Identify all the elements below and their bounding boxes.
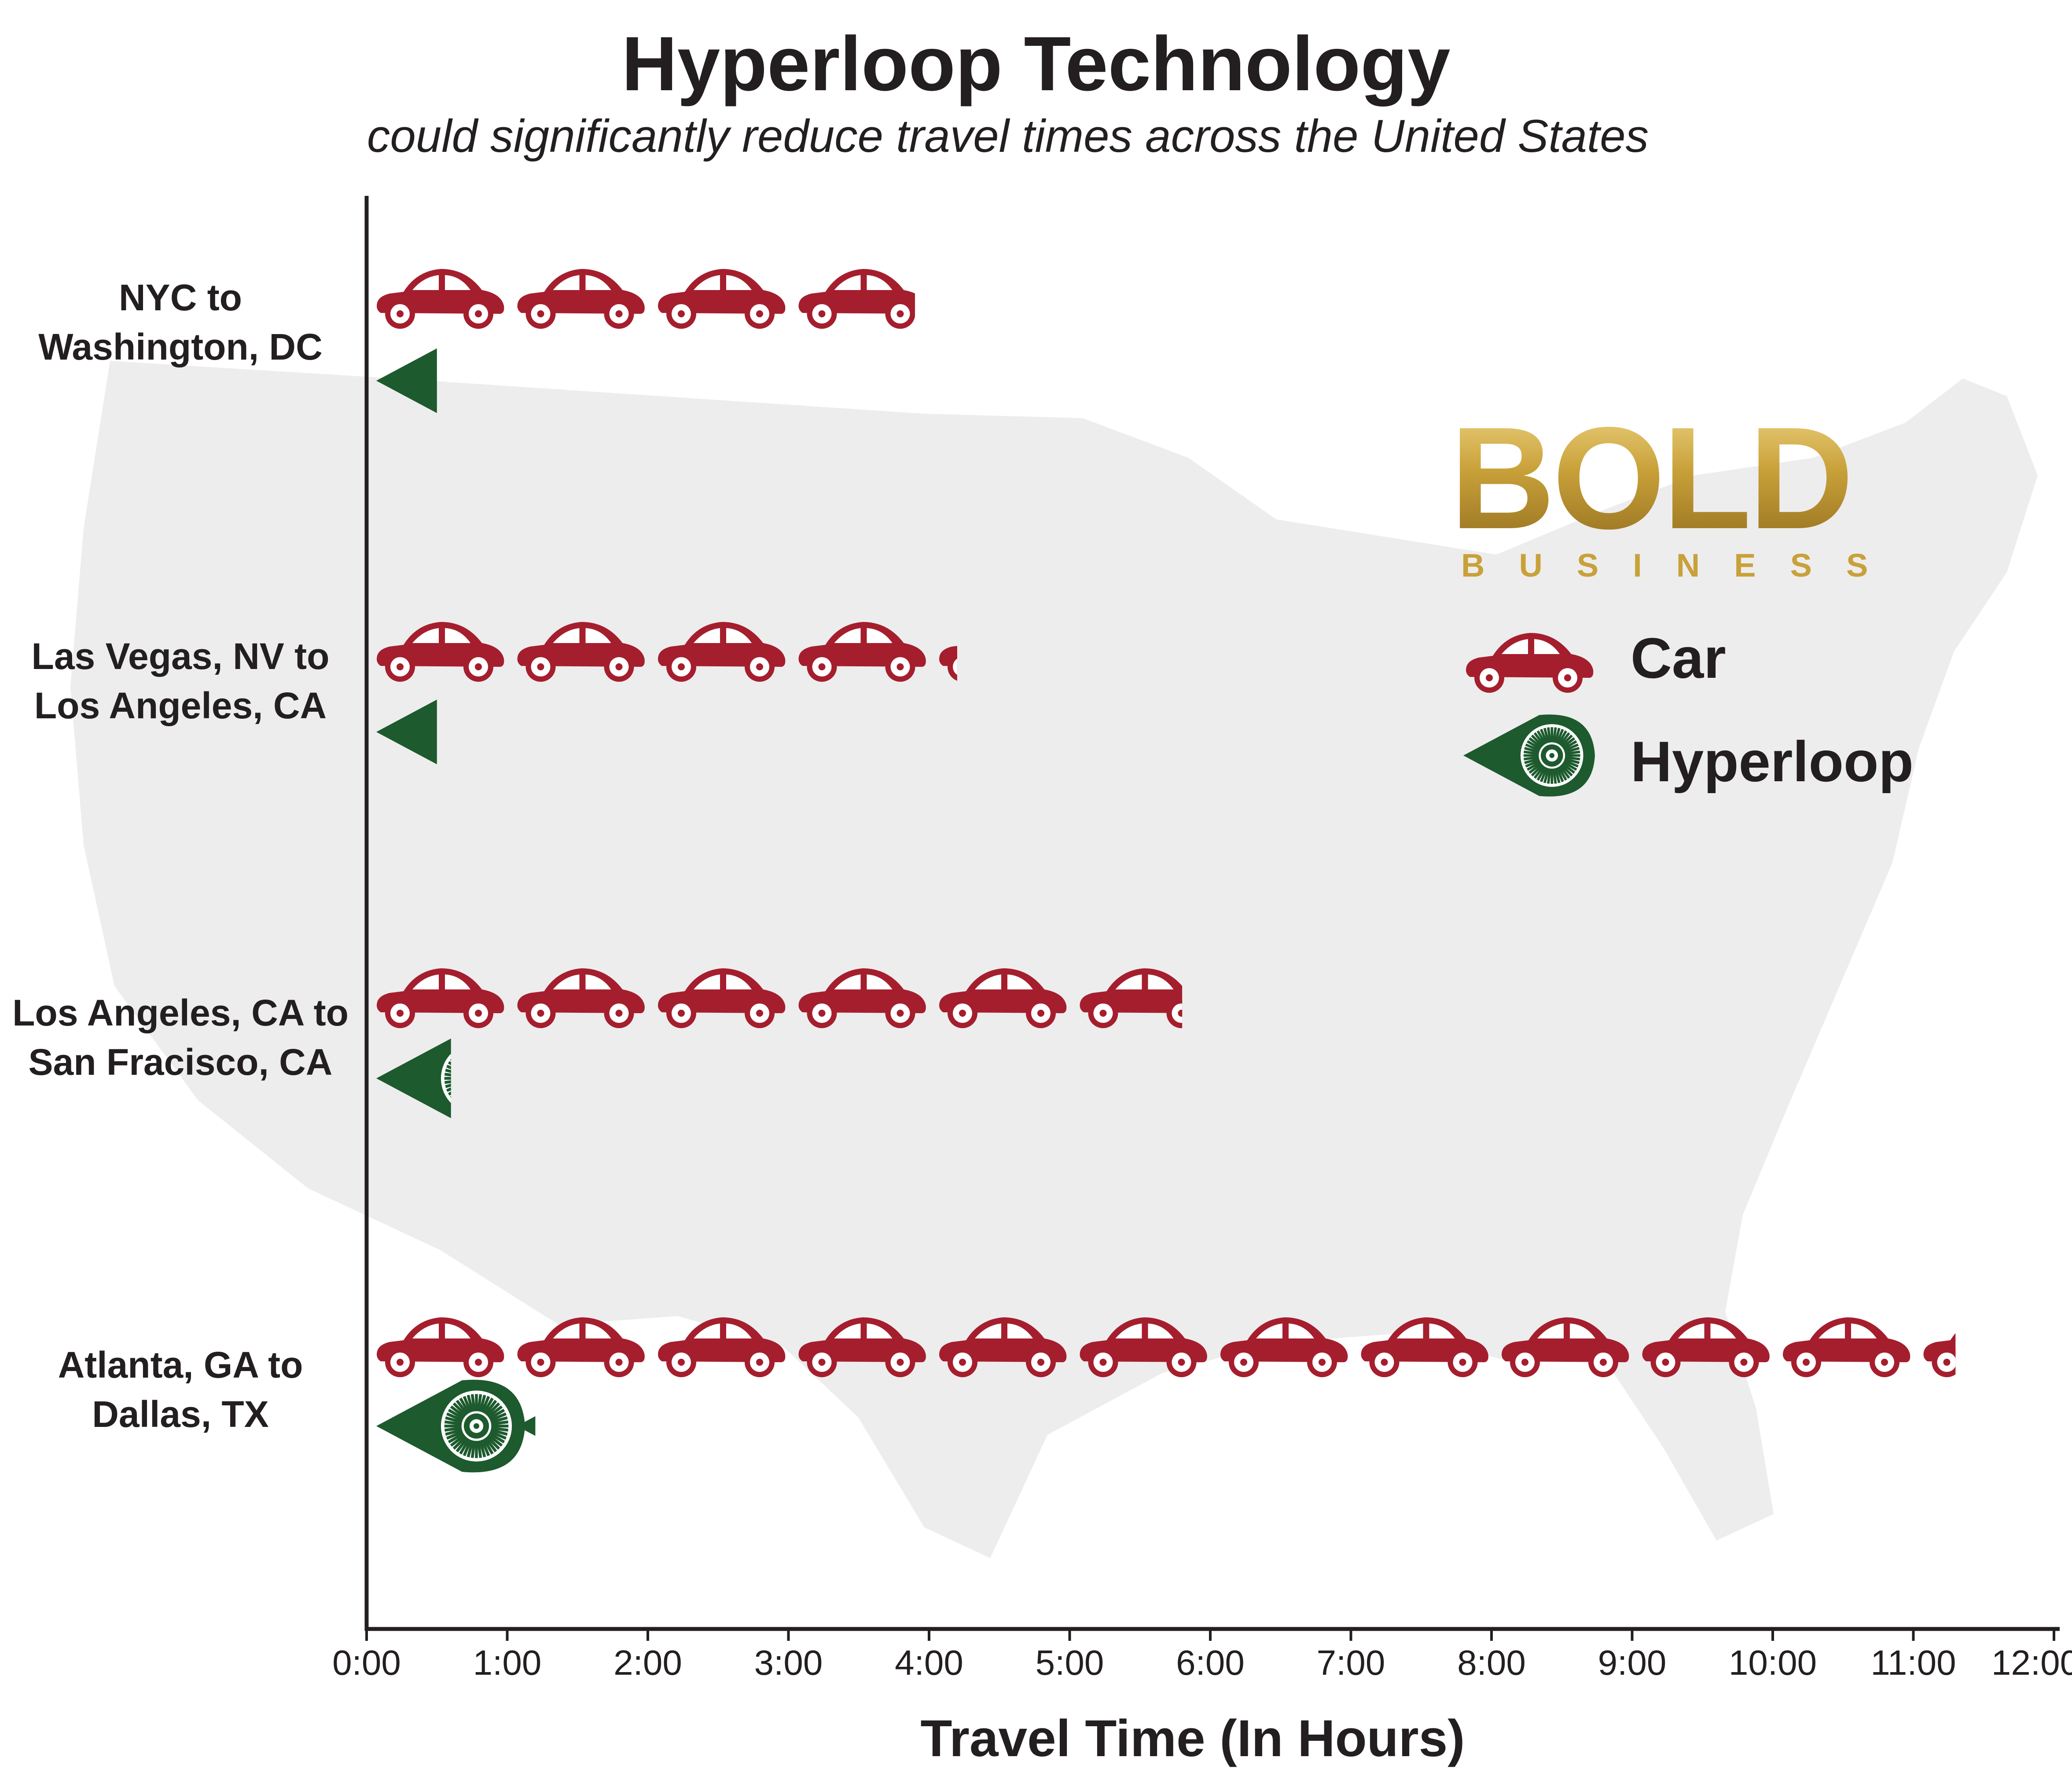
hyperloop-pod-icon (376, 1038, 451, 1118)
x-tick-label: 8:00 (1457, 1643, 1526, 1682)
car-icon (1466, 633, 1594, 693)
car-bar (377, 1317, 1956, 1377)
car-icon (939, 968, 1067, 1028)
x-tick-label: 3:00 (754, 1643, 823, 1682)
x-tick-label: 1:00 (473, 1643, 542, 1682)
brand-tagline: BUSINESS (1461, 547, 1902, 584)
car-icon (798, 968, 926, 1028)
hyperloop-bar (376, 1379, 536, 1473)
x-tick-label: 5:00 (1036, 1643, 1104, 1682)
hyperloop-bar (376, 348, 437, 413)
route-label: Las Vegas, NV to Los Angeles, CA (32, 636, 330, 726)
car-icon (1923, 1333, 1956, 1377)
car-bar (377, 968, 1183, 1028)
hyperloop-pod-icon (517, 1416, 536, 1436)
legend-hyperloop-icon (1463, 714, 1595, 797)
car-icon (658, 1317, 786, 1377)
legend-car-icon (1466, 633, 1594, 693)
x-tick-label: 10:00 (1729, 1643, 1817, 1682)
car-icon (377, 622, 504, 682)
legend-label-hyperloop: Hyperloop (1631, 729, 1914, 794)
car-icon (798, 1317, 926, 1377)
legend-label-car: Car (1631, 626, 1726, 690)
x-tick-label: 0:00 (332, 1643, 401, 1682)
x-tick-label: 11:00 (1870, 1643, 1956, 1682)
route-label: Atlanta, GA to Dallas, TX (58, 1344, 303, 1435)
x-tick-label: 9:00 (1598, 1643, 1667, 1682)
route-label: NYC to Washington, DC (38, 277, 322, 368)
car-icon (517, 269, 645, 329)
car-icon (517, 968, 645, 1028)
car-icon (939, 1317, 1067, 1377)
brand-name: BOLD (1450, 397, 1851, 559)
car-icon (798, 269, 915, 329)
x-tick-label: 7:00 (1317, 1643, 1385, 1682)
chart-title: Hyperloop Technology (622, 21, 1451, 107)
car-icon (658, 968, 786, 1028)
x-tick-label: 12:00 (1991, 1643, 2072, 1682)
car-icon (1080, 968, 1183, 1028)
car-icon (798, 622, 926, 682)
x-tick-label: 6:00 (1176, 1643, 1245, 1682)
car-icon (377, 269, 504, 329)
car-icon (377, 968, 504, 1028)
car-icon (939, 646, 957, 681)
car-icon (1642, 1317, 1770, 1377)
bold-business-logo: BOLD BUSINESS (1450, 397, 1902, 584)
car-icon (1502, 1317, 1629, 1377)
car-icon (1080, 1317, 1207, 1377)
car-icon (1220, 1317, 1348, 1377)
x-axis-title: Travel Time (In Hours) (920, 1710, 1465, 1768)
car-icon (1783, 1317, 1910, 1377)
hyperloop-pod-icon (376, 699, 437, 765)
hyperloop-pod-icon (376, 1379, 525, 1473)
hyperloop-bar (376, 1038, 451, 1118)
car-icon (517, 622, 645, 682)
car-icon (658, 269, 786, 329)
legend: Car Hyperloop (1463, 626, 1914, 797)
route-label: Los Angeles, CA to San Fracisco, CA (12, 992, 349, 1083)
x-tick-label: 4:00 (895, 1643, 963, 1682)
hyperloop-pod-icon (376, 348, 437, 413)
chart-subtitle: could significantly reduce travel times … (367, 110, 1649, 162)
car-bar (377, 269, 915, 329)
car-icon (377, 1317, 504, 1377)
car-icon (1361, 1317, 1488, 1377)
car-icon (658, 622, 786, 682)
hyperloop-bar (376, 699, 437, 765)
car-bar (377, 622, 957, 682)
car-icon (517, 1317, 645, 1377)
x-tick-label: 2:00 (614, 1643, 682, 1682)
hyperloop-pod-icon (1463, 714, 1595, 797)
